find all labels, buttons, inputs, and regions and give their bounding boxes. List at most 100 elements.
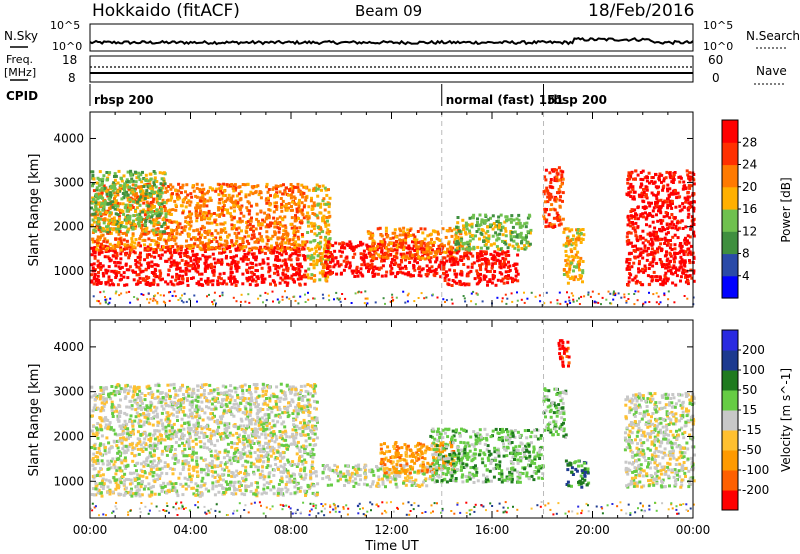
power-cell — [185, 201, 189, 205]
power-cell — [314, 186, 318, 190]
power-cell — [528, 231, 532, 235]
power-cell — [235, 300, 238, 303]
velocity-cell — [261, 444, 265, 448]
power-cell — [109, 205, 113, 209]
power-cell — [94, 201, 98, 205]
power-cell — [390, 261, 394, 265]
power-cell — [93, 256, 97, 260]
power-cell — [473, 277, 477, 281]
power-cell — [631, 278, 635, 282]
power-cell — [219, 189, 223, 193]
power-cell — [254, 263, 258, 267]
power-cell — [456, 216, 460, 219]
power-cell — [489, 216, 492, 220]
power-cell — [174, 208, 178, 212]
power-cell — [302, 185, 306, 189]
power-cell — [118, 202, 122, 206]
power-cell — [240, 229, 243, 233]
power-cell — [322, 197, 326, 201]
power-cell — [90, 273, 94, 277]
power-cell — [638, 254, 642, 258]
power-cell — [108, 259, 112, 263]
power-cell — [418, 270, 422, 274]
power-cell — [312, 263, 316, 267]
power-cell — [164, 239, 168, 243]
power-cell — [553, 198, 557, 202]
power-cell — [669, 243, 673, 247]
power-cell — [102, 274, 106, 278]
power-cell — [170, 220, 174, 224]
power-cell — [572, 265, 576, 269]
power-cell — [160, 225, 164, 228]
power-cell — [239, 246, 243, 250]
power-cell — [323, 186, 327, 190]
power-cell — [393, 231, 397, 235]
power-cell — [334, 241, 338, 245]
power-cell — [203, 236, 207, 239]
power-cell — [187, 220, 191, 224]
power-cell — [466, 240, 470, 244]
power-cell — [455, 246, 459, 250]
power-cell — [634, 212, 637, 216]
power-cell — [458, 258, 462, 262]
power-cell — [380, 249, 384, 253]
power-cell — [254, 257, 258, 261]
power-cell — [423, 257, 427, 261]
power-cell — [306, 273, 310, 277]
power-cell — [485, 236, 489, 240]
power-cell — [304, 301, 307, 303]
power-cell — [265, 215, 269, 219]
power-cell — [316, 187, 320, 191]
power-cell — [289, 276, 293, 280]
power-cell — [208, 196, 212, 200]
power-cell — [559, 169, 563, 173]
power-cell — [668, 187, 672, 191]
power-cell — [295, 243, 299, 247]
power-cell — [233, 280, 236, 284]
power-cell — [220, 197, 224, 201]
power-echo-region — [542, 166, 565, 229]
power-cell — [520, 247, 524, 250]
power-cell — [95, 277, 99, 281]
power-cell — [144, 210, 148, 213]
power-cell — [296, 235, 300, 239]
power-cell — [457, 249, 460, 253]
power-cell — [252, 252, 256, 256]
power-cell — [659, 198, 663, 202]
power-cell — [516, 272, 520, 276]
power-cell — [512, 279, 516, 283]
power-cell — [206, 255, 210, 259]
power-cell — [152, 250, 156, 254]
power-cell — [528, 214, 532, 218]
power-cell — [639, 213, 643, 217]
power-cell — [322, 214, 326, 218]
power-ytick-label: 1000 — [53, 264, 84, 278]
power-cell — [284, 275, 288, 279]
power-cell — [314, 250, 318, 253]
power-cell — [678, 266, 682, 270]
power-cell — [206, 265, 210, 269]
power-cell — [674, 266, 678, 270]
velocity-cell — [214, 449, 218, 453]
power-cell — [210, 187, 214, 191]
power-cell — [181, 269, 185, 273]
cpid-segment-label: rbsp 200 — [548, 93, 607, 107]
power-cell — [108, 171, 112, 175]
power-cell — [90, 223, 94, 227]
power-cell — [142, 232, 146, 236]
nsky-tick-bottom: 10^0 — [52, 40, 82, 53]
power-cell — [115, 222, 119, 226]
power-cell — [107, 278, 111, 282]
power-cell — [637, 262, 641, 266]
power-cell — [141, 191, 145, 195]
power-cell — [237, 226, 241, 230]
power-cell — [383, 242, 387, 246]
power-cell — [570, 228, 574, 232]
power-cell — [578, 297, 580, 300]
power-cell — [154, 250, 158, 254]
power-cell — [642, 270, 646, 274]
power-cell — [450, 263, 454, 267]
power-cell — [91, 182, 95, 186]
power-cell — [137, 217, 141, 221]
power-cell — [187, 233, 191, 236]
